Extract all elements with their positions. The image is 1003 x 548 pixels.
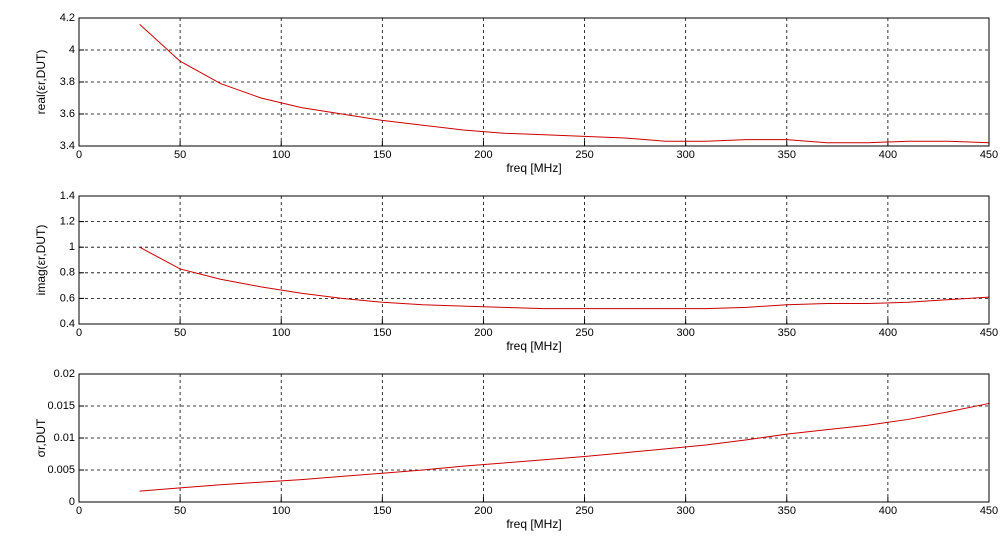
x-tick-label: 350 [778, 505, 796, 517]
y-tick-label: 0.8 [60, 267, 75, 279]
x-tick-label: 350 [778, 327, 796, 339]
x-axis-label: freq [MHz] [506, 339, 561, 353]
x-tick-label: 200 [474, 327, 492, 339]
x-tick-label: 150 [373, 505, 391, 517]
y-tick-label: 0.6 [60, 292, 75, 304]
x-tick-label: 100 [272, 149, 290, 161]
axes-frame [78, 17, 990, 147]
x-tick-label: 400 [879, 505, 897, 517]
y-axis-label: σr,DUT [34, 418, 48, 457]
x-tick-label: 250 [575, 149, 593, 161]
y-tick-label: 3.6 [60, 108, 75, 120]
x-tick-label: 50 [174, 505, 186, 517]
y-tick-label: 0.01 [54, 432, 75, 444]
y-tick-label: 4.2 [60, 12, 75, 24]
data-line [139, 246, 990, 310]
x-tick-label: 300 [676, 327, 694, 339]
x-tick-label: 450 [980, 327, 998, 339]
x-tick-label: 50 [174, 327, 186, 339]
x-tick-label: 200 [474, 505, 492, 517]
axes [79, 196, 989, 324]
x-tick-label: 450 [980, 505, 998, 517]
x-tick-label: 400 [879, 149, 897, 161]
y-tick-label: 0.02 [54, 368, 75, 380]
x-tick-label: 100 [272, 327, 290, 339]
axes-frame [78, 373, 990, 503]
x-tick-label: 400 [879, 327, 897, 339]
x-tick-label: 250 [575, 505, 593, 517]
axes [79, 18, 989, 146]
y-tick-label: 1 [69, 241, 75, 253]
y-tick-label: 0 [69, 496, 75, 508]
x-tick-label: 300 [676, 505, 694, 517]
axes [79, 374, 989, 502]
x-tick-label: 150 [373, 149, 391, 161]
x-tick-label: 200 [474, 149, 492, 161]
y-tick-label: 1.4 [60, 190, 75, 202]
x-tick-label: 150 [373, 327, 391, 339]
x-axis-label: freq [MHz] [506, 517, 561, 531]
y-tick-label: 3.8 [60, 76, 75, 88]
x-tick-label: 0 [76, 327, 82, 339]
y-axis-label: real(εr,DUT) [34, 50, 48, 115]
y-tick-label: 0.015 [47, 400, 75, 412]
x-tick-label: 250 [575, 327, 593, 339]
y-tick-label: 0.4 [60, 318, 75, 330]
y-tick-label: 4 [69, 44, 75, 56]
data-line [139, 24, 990, 144]
y-tick-label: 1.2 [60, 216, 75, 228]
y-tick-label: 3.4 [60, 140, 75, 152]
x-tick-label: 300 [676, 149, 694, 161]
x-tick-label: 100 [272, 505, 290, 517]
x-axis-label: freq [MHz] [506, 161, 561, 175]
x-tick-label: 0 [76, 149, 82, 161]
x-tick-label: 350 [778, 149, 796, 161]
axes-frame [78, 195, 990, 325]
y-tick-label: 0.005 [47, 464, 75, 476]
x-tick-label: 450 [980, 149, 998, 161]
x-tick-label: 50 [174, 149, 186, 161]
x-tick-label: 0 [76, 505, 82, 517]
data-line [139, 402, 990, 492]
y-axis-label: imag(εr,DUT) [34, 225, 48, 296]
